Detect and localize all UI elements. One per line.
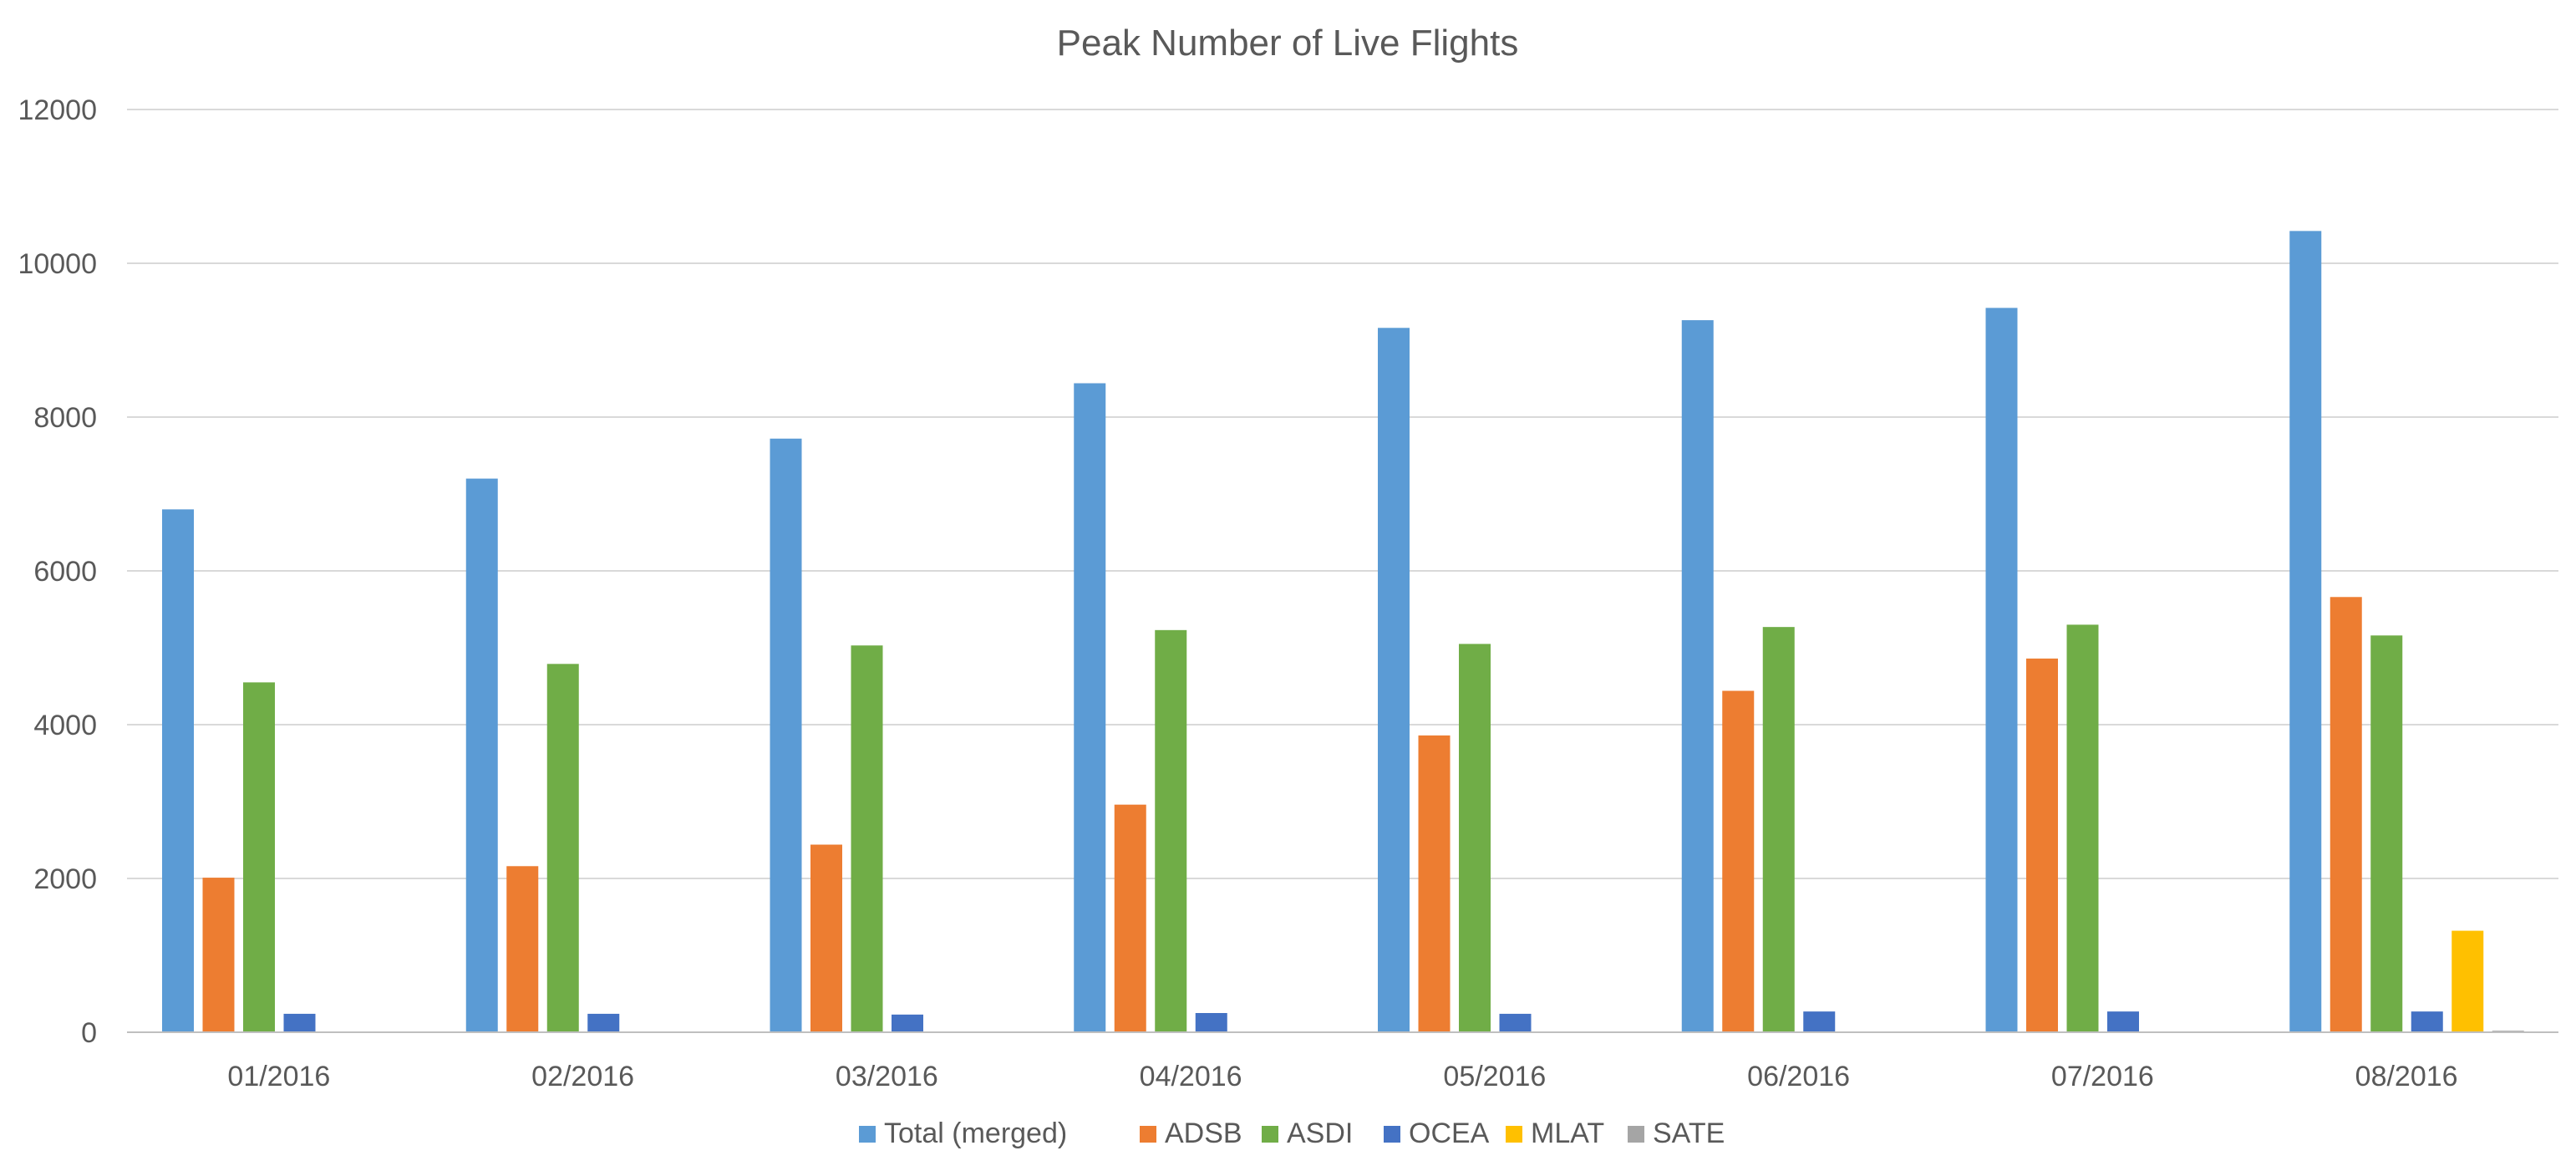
bar-ocea	[283, 1013, 316, 1032]
x-tick-label: 06/2016	[1747, 1061, 1850, 1092]
bar-adsb	[2330, 597, 2362, 1032]
bar-adsb	[202, 878, 235, 1032]
bar-adsb	[1722, 690, 1755, 1032]
bar-total-merged	[162, 509, 194, 1032]
bar-mlat	[2452, 930, 2484, 1032]
y-tick-label: 2000	[33, 863, 97, 895]
bar-total-merged	[1074, 383, 1106, 1032]
bar-asdi	[2370, 635, 2403, 1032]
x-tick-label: 03/2016	[836, 1061, 938, 1092]
bar-ocea	[2107, 1011, 2139, 1032]
bar-ocea	[587, 1013, 620, 1032]
bar-ocea	[2411, 1011, 2443, 1032]
y-tick-label: 4000	[33, 710, 97, 741]
x-tick-label: 02/2016	[531, 1061, 634, 1092]
legend-label: OCEA	[1409, 1118, 1490, 1149]
legend-swatch	[1628, 1126, 1644, 1143]
y-tick-label: 8000	[33, 402, 97, 434]
bar-adsb	[810, 844, 842, 1032]
legend-item: MLAT	[1506, 1118, 1604, 1149]
bar-total-merged	[1378, 328, 1410, 1032]
bar-asdi	[1762, 627, 1795, 1032]
y-tick-label: 10000	[18, 248, 97, 280]
x-tick-label: 04/2016	[1140, 1061, 1242, 1092]
legend-swatch	[859, 1126, 876, 1143]
bar-total-merged	[1985, 308, 2018, 1032]
x-tick-label: 08/2016	[2355, 1061, 2458, 1092]
legend-swatch	[1140, 1126, 1156, 1143]
bar-ocea	[1499, 1013, 1532, 1032]
y-tick-label: 6000	[33, 556, 97, 588]
gridlines	[127, 109, 2558, 879]
legend: Total (merged) ADSB ASDI OCEA MLAT SATE	[859, 1118, 1725, 1149]
bar-asdi	[1459, 644, 1491, 1032]
legend-label: Total (merged)	[884, 1118, 1067, 1149]
chart-title: Peak Number of Live Flights	[1057, 23, 1519, 64]
legend-item: ASDI	[1262, 1118, 1353, 1149]
x-tick-label: 07/2016	[2051, 1061, 2154, 1092]
bar-adsb	[1114, 804, 1146, 1032]
legend-label: ASDI	[1287, 1118, 1353, 1149]
legend-item: SATE	[1628, 1118, 1725, 1149]
bar-asdi	[2066, 624, 2099, 1032]
bar-asdi	[243, 682, 275, 1032]
legend-swatch	[1384, 1126, 1400, 1143]
legend-swatch	[1506, 1126, 1522, 1143]
legend-label: MLAT	[1531, 1118, 1604, 1149]
bar-total-merged	[770, 438, 802, 1032]
legend-label: SATE	[1653, 1118, 1725, 1149]
y-tick-label: 12000	[18, 94, 97, 126]
bar-total-merged	[465, 478, 498, 1032]
bar-ocea	[1195, 1013, 1227, 1032]
legend-item: OCEA	[1384, 1118, 1490, 1149]
bar-total-merged	[1681, 320, 1714, 1033]
bar-total-merged	[2289, 231, 2322, 1032]
bar-asdi	[546, 664, 579, 1032]
bar-asdi	[851, 645, 883, 1032]
bar-ocea	[892, 1014, 923, 1032]
bar-adsb	[1418, 735, 1451, 1032]
bar-adsb	[2026, 658, 2058, 1032]
legend-item: Total (merged)	[859, 1118, 1067, 1149]
legend-label: ADSB	[1165, 1118, 1242, 1149]
bars	[162, 231, 2524, 1033]
x-tick-label: 01/2016	[227, 1061, 330, 1092]
y-tick-label: 0	[81, 1017, 97, 1049]
axes: 0 2000 4000 6000 8000 10000 12000 01/2016 02/201…	[18, 94, 2558, 1092]
bar-ocea	[1803, 1011, 1836, 1032]
bar-adsb	[506, 866, 539, 1032]
legend-swatch	[1262, 1126, 1278, 1143]
bar-asdi	[1155, 629, 1187, 1032]
x-tick-label: 05/2016	[1443, 1061, 1546, 1092]
legend-item: ADSB	[1140, 1118, 1242, 1149]
